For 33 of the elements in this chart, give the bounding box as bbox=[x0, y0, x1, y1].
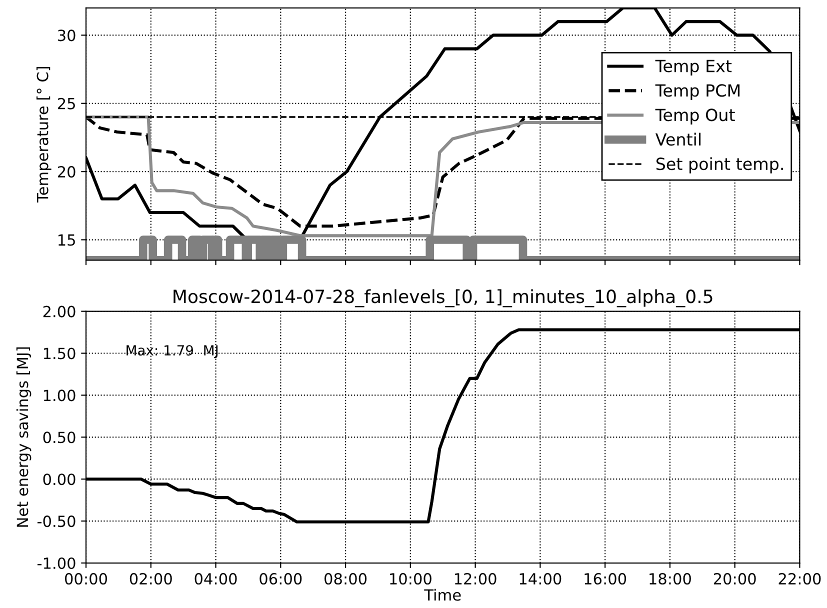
x-tick-label: 04:00 bbox=[194, 573, 237, 585]
y-axis-title: Net energy savings [MJ] bbox=[16, 347, 32, 527]
x-tick-label: 00:00 bbox=[65, 573, 108, 585]
x-tick-label: 06:00 bbox=[260, 573, 302, 585]
legend-label: Temp Out bbox=[655, 108, 735, 124]
x-tick-label: 22:00 bbox=[778, 573, 821, 585]
x-tick-label: 18:00 bbox=[650, 573, 691, 585]
legend-label: Set point temp. bbox=[656, 157, 783, 174]
y-tick-label: 15 bbox=[58, 234, 75, 246]
annotation: Max: 1.79 MJ bbox=[126, 345, 218, 358]
x-axis-title: Time bbox=[424, 588, 461, 601]
y-tick-label: 25 bbox=[58, 98, 75, 110]
x-tick-label: 14:00 bbox=[520, 573, 562, 585]
x-tick-label: 16:00 bbox=[584, 573, 626, 585]
legend-label: Temp Ext bbox=[655, 60, 732, 76]
x-tick-label: 10:00 bbox=[390, 573, 432, 585]
legend-label: Ventil bbox=[655, 132, 700, 146]
x-tick-label: 12:00 bbox=[454, 573, 496, 585]
y-tick-label: 0.50 bbox=[43, 432, 76, 444]
x-tick-label: 20:00 bbox=[714, 573, 756, 585]
x-tick-label: 08:00 bbox=[324, 573, 367, 585]
y-tick-label: 30 bbox=[58, 30, 76, 42]
chart-title: Moscow-2014-07-28_fanlevels_[0, 1]_minutes_10_alpha_0.5 bbox=[174, 289, 712, 308]
y-tick-label: 0.00 bbox=[43, 474, 76, 486]
y-tick-label: 20 bbox=[58, 166, 76, 178]
y-tick-label: 1.50 bbox=[44, 348, 76, 360]
y-tick-label: 2.00 bbox=[43, 306, 76, 318]
y-axis-title: Temperature [° C] bbox=[36, 67, 52, 202]
y-tick-label: 1.00 bbox=[44, 390, 76, 402]
y-tick-label: -0.50 bbox=[38, 516, 76, 528]
legend-label: Temp PCM bbox=[655, 84, 740, 100]
x-tick-label: 02:00 bbox=[130, 573, 172, 585]
y-tick-label: -1.00 bbox=[38, 557, 76, 570]
